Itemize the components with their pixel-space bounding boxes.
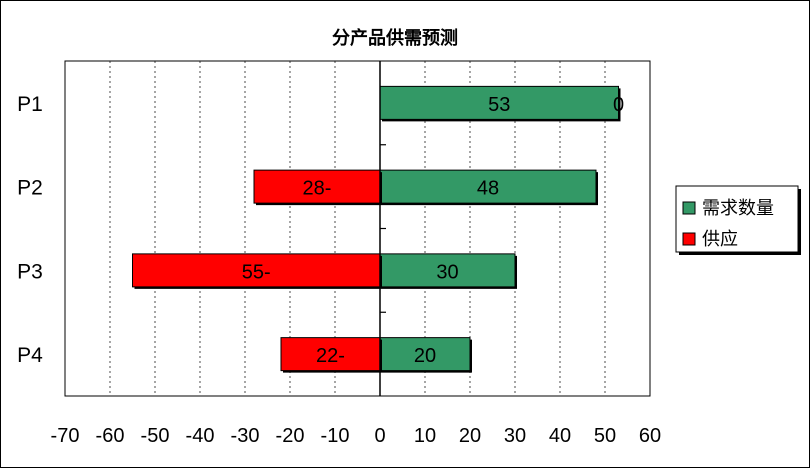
bar <box>379 85 619 120</box>
chart-title: 分产品供需预测 <box>332 27 458 49</box>
x-tick-label: -70 <box>51 425 80 447</box>
x-tick-label: 40 <box>549 425 571 447</box>
bar <box>280 337 381 372</box>
axis-layer: -70 -60 -50 -40 -30 -20 -10 0 10 20 30 40 50 60 P1 P2 P3… <box>17 61 661 447</box>
bar <box>132 253 381 288</box>
data-label: 20 <box>414 345 436 367</box>
bars-layer <box>132 85 621 373</box>
data-label: 22- <box>316 345 345 367</box>
x-tick-label: -40 <box>186 425 215 447</box>
data-label: 55- <box>242 261 271 283</box>
legend-label: 需求数量 <box>702 198 774 219</box>
data-label: 53 <box>488 94 510 116</box>
x-tick-label: 10 <box>414 425 436 447</box>
legend-box <box>675 185 799 253</box>
category-label: P1 <box>17 93 43 116</box>
x-tick-label: 20 <box>459 425 481 447</box>
x-tick-label: 30 <box>504 425 526 447</box>
labels-layer: 53 48 30 20 0 28- 55- 22- <box>242 94 624 367</box>
x-tick-label: -20 <box>276 425 305 447</box>
data-label: 0 <box>613 94 624 116</box>
x-tick-label: 60 <box>639 425 661 447</box>
category-label: P3 <box>17 260 43 283</box>
category-label: P2 <box>17 177 43 200</box>
legend-swatch <box>682 232 696 246</box>
data-label: 48 <box>477 178 499 200</box>
x-tick-label: -10 <box>321 425 350 447</box>
x-tick-label: -60 <box>96 425 125 447</box>
x-tick-label: -50 <box>141 425 170 447</box>
data-label: 30 <box>436 261 458 283</box>
legend-label: 供应 <box>702 229 738 250</box>
x-tick-label: -30 <box>231 425 260 447</box>
category-label: P4 <box>17 344 43 367</box>
x-tick-label: 50 <box>594 425 616 447</box>
data-label: 28- <box>303 178 332 200</box>
bar <box>379 337 471 372</box>
bar <box>253 169 381 204</box>
plot-area <box>64 60 651 397</box>
legend-swatch <box>682 201 696 215</box>
x-tick-label: 0 <box>374 425 385 447</box>
